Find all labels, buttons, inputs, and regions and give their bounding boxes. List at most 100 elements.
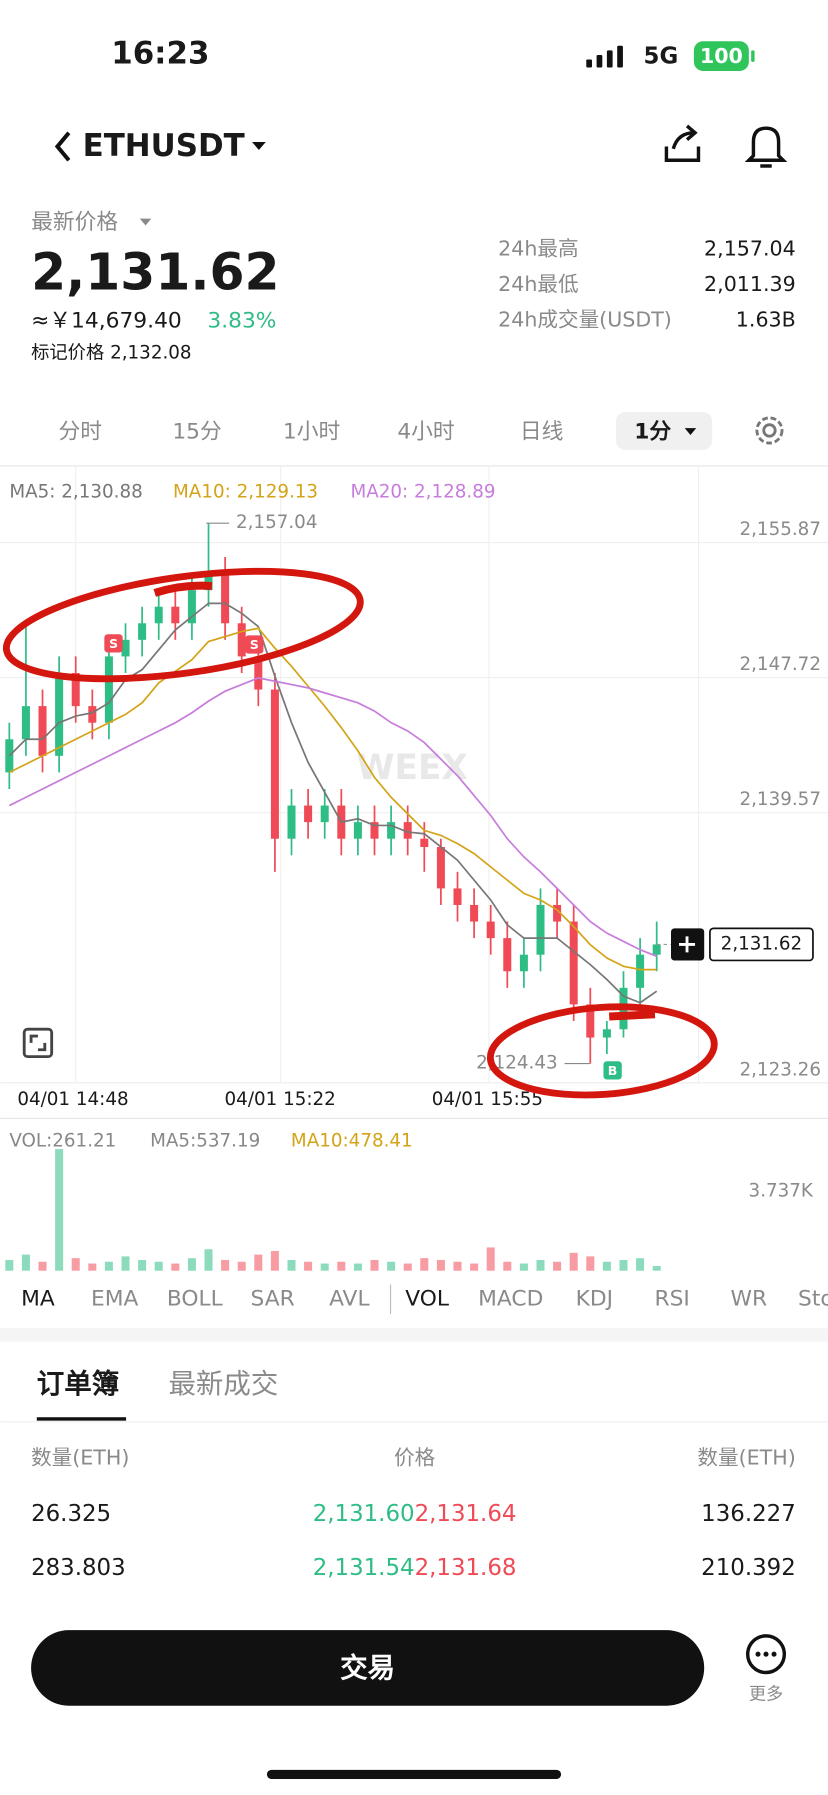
indicator-tabs: MA EMA BOLL SAR AVL VOL MACD KDJ RSI WR Sto bbox=[21, 1286, 828, 1311]
tab-caret[interactable] bbox=[684, 428, 697, 436]
x-tick-label: 04/01 14:48 bbox=[17, 1089, 128, 1110]
candle-body bbox=[55, 672, 64, 756]
volume-bar bbox=[370, 1259, 379, 1271]
interval-tab[interactable]: 分时 bbox=[59, 420, 102, 445]
high-label: 2,157.04 bbox=[236, 512, 317, 533]
candle-body bbox=[71, 672, 80, 707]
highlight-stroke bbox=[608, 1010, 656, 1021]
volume-bar bbox=[553, 1261, 562, 1271]
volume-bar bbox=[287, 1259, 296, 1271]
candle-body bbox=[602, 1029, 611, 1038]
interval-tab[interactable]: 日线 bbox=[520, 420, 564, 445]
price-tag bbox=[709, 927, 814, 962]
symbol-caret[interactable] bbox=[252, 141, 266, 150]
volume-bar bbox=[436, 1259, 445, 1271]
ma-line bbox=[8, 602, 658, 1004]
volume-bar bbox=[171, 1263, 180, 1271]
indicator-tab[interactable]: Sto bbox=[798, 1286, 828, 1311]
indicator-tab[interactable]: AVL bbox=[329, 1286, 369, 1311]
signal-icon bbox=[586, 45, 623, 68]
indicator-tab[interactable]: VOL bbox=[405, 1286, 449, 1311]
volume-bar bbox=[536, 1259, 545, 1271]
volume-bar bbox=[237, 1261, 246, 1271]
legend-entry: MA10: 2,129.13 bbox=[173, 481, 318, 502]
bid-qty: 26.325 bbox=[31, 1501, 111, 1527]
volume-bar bbox=[304, 1261, 313, 1271]
trade-marker bbox=[603, 1061, 622, 1080]
indicator-tab[interactable]: WR bbox=[731, 1286, 768, 1311]
volume-bar bbox=[453, 1261, 462, 1271]
indicator-tab[interactable]: BOLL bbox=[167, 1286, 223, 1311]
candle-body bbox=[320, 805, 329, 823]
volume-bar bbox=[503, 1261, 512, 1271]
y-tick-label: 2,123.26 bbox=[739, 1059, 820, 1080]
candle-body bbox=[453, 888, 462, 905]
volume-bar bbox=[652, 1266, 661, 1271]
interval-tab[interactable]: 1小时 bbox=[283, 420, 340, 445]
interval-tab[interactable]: 4小时 bbox=[397, 420, 454, 445]
settings-button[interactable] bbox=[755, 416, 784, 445]
volume-chart: VOL:261.21 MA5:537.19 MA10:478.41 3.737K bbox=[5, 1130, 814, 1271]
trade-marker bbox=[245, 635, 264, 654]
candle-body bbox=[370, 822, 379, 839]
trade-button[interactable] bbox=[31, 1630, 705, 1706]
fullscreen-button[interactable] bbox=[22, 1027, 54, 1059]
battery bbox=[693, 41, 749, 71]
volume-bar bbox=[221, 1259, 230, 1271]
ask-price: 2,131.64 bbox=[415, 1501, 517, 1527]
share-button[interactable] bbox=[664, 124, 701, 162]
stat-label: 24h最高 bbox=[498, 237, 578, 261]
clock: 16:23 bbox=[111, 35, 209, 71]
more-button[interactable] bbox=[745, 1634, 787, 1675]
candle-body bbox=[470, 904, 479, 922]
column-header: 数量(ETH) bbox=[31, 1445, 129, 1469]
orderbook-tab[interactable]: 订单簿 bbox=[37, 1369, 119, 1400]
volume-bar bbox=[5, 1259, 14, 1271]
x-tick-label: 04/01 15:55 bbox=[432, 1089, 543, 1110]
column-header: 价格 bbox=[394, 1445, 436, 1469]
indicator-tab[interactable]: MACD bbox=[478, 1286, 543, 1311]
volume-bar bbox=[254, 1254, 263, 1271]
volume-legend: VOL:261.21 bbox=[9, 1130, 116, 1151]
battery-level: 100 bbox=[700, 44, 743, 68]
volume-bar bbox=[187, 1258, 196, 1271]
bid-qty: 283.803 bbox=[31, 1555, 126, 1581]
indicator-tab[interactable]: EMA bbox=[91, 1286, 139, 1311]
price-label-caret[interactable] bbox=[139, 218, 152, 226]
ask-price: 2,131.68 bbox=[415, 1555, 517, 1581]
volume-bar bbox=[71, 1258, 80, 1271]
candle-body bbox=[171, 606, 180, 624]
bid-price: 2,131.54 bbox=[313, 1555, 415, 1581]
volume-legend: MA10:478.41 bbox=[291, 1130, 413, 1151]
indicator-tab[interactable]: KDJ bbox=[576, 1286, 613, 1311]
symbol[interactable]: ETHUSDT bbox=[83, 128, 245, 164]
candle-body bbox=[486, 921, 495, 939]
more-label: 更多 bbox=[749, 1684, 783, 1704]
candle-body bbox=[38, 706, 47, 756]
candle-body bbox=[104, 656, 113, 723]
interval-tab[interactable]: 1分 bbox=[634, 420, 671, 445]
volume-bar bbox=[154, 1261, 163, 1271]
interval-tab[interactable]: 15分 bbox=[172, 420, 221, 445]
candle-body bbox=[304, 805, 313, 823]
candle-body bbox=[536, 904, 545, 955]
volume-bar bbox=[636, 1258, 645, 1271]
y-tick-label: 3.737K bbox=[749, 1180, 814, 1201]
alert-button[interactable] bbox=[744, 126, 788, 168]
back-button[interactable] bbox=[54, 131, 71, 162]
volume-bar bbox=[387, 1261, 396, 1271]
trades-tab[interactable]: 最新成交 bbox=[168, 1369, 278, 1400]
volume-legend: MA5:537.19 bbox=[150, 1130, 260, 1151]
indicator-tab[interactable]: SAR bbox=[251, 1286, 295, 1311]
volume-bar bbox=[121, 1256, 130, 1271]
candle-body bbox=[586, 1004, 595, 1038]
volume-bar bbox=[104, 1261, 113, 1271]
indicator-tab[interactable]: RSI bbox=[654, 1286, 689, 1311]
add-icon[interactable] bbox=[679, 936, 696, 953]
indicator-tab[interactable]: MA bbox=[21, 1286, 55, 1311]
ma-line bbox=[8, 627, 657, 971]
candle-body bbox=[88, 706, 97, 723]
candle-body bbox=[403, 822, 412, 839]
volume-bar bbox=[420, 1258, 429, 1271]
